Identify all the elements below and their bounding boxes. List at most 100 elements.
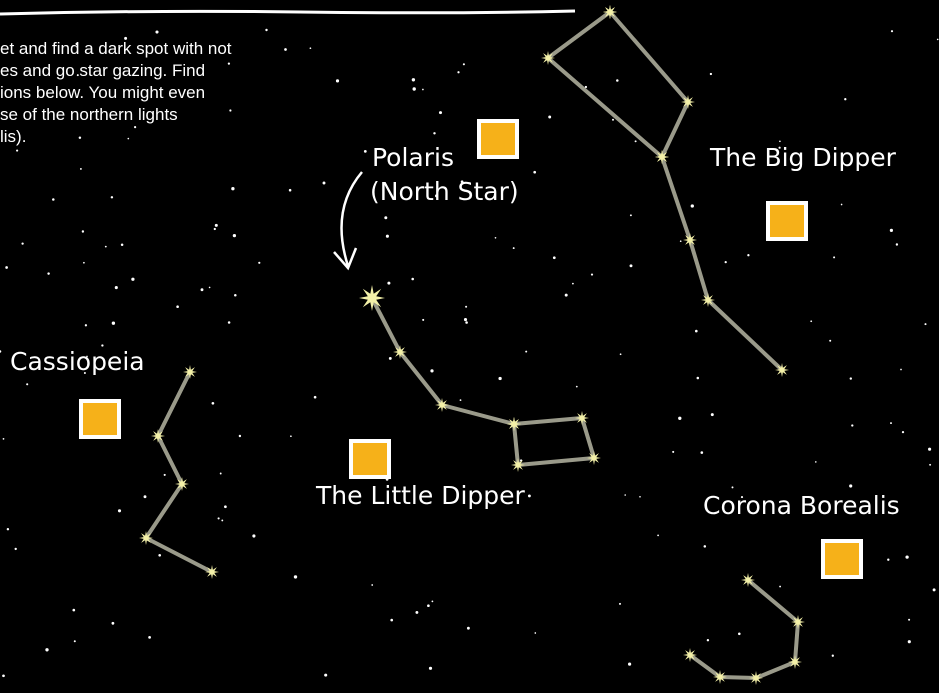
checkbox[interactable] — [81, 401, 119, 437]
star-dot — [639, 496, 641, 498]
star-dot — [725, 261, 727, 263]
label: The Big Dipper — [709, 143, 897, 172]
star-dot — [121, 243, 124, 246]
star-dot — [218, 517, 220, 519]
star-dot — [695, 330, 698, 333]
star-dot — [384, 216, 387, 219]
star — [151, 429, 165, 443]
star-dot — [565, 294, 568, 297]
star-dot — [635, 140, 637, 142]
star — [175, 477, 189, 491]
star-dot — [79, 136, 81, 138]
star-dot — [228, 62, 230, 64]
star-dot — [678, 417, 681, 420]
star-dot — [841, 204, 843, 206]
star-dot — [844, 98, 846, 100]
star-dot — [933, 588, 936, 591]
star-dot — [896, 243, 898, 245]
star-dot — [937, 39, 939, 41]
checkbox[interactable] — [351, 441, 389, 477]
star-dot — [221, 519, 223, 521]
star-dot — [701, 451, 704, 454]
star-dot — [389, 357, 392, 360]
star-dot — [850, 377, 852, 379]
star-dot — [371, 584, 373, 586]
star-dot — [215, 224, 218, 227]
star-dot — [924, 323, 926, 325]
star — [541, 51, 555, 65]
checkbox[interactable] — [768, 203, 806, 239]
intro-line: ions below. You might even — [0, 83, 205, 102]
star-dot — [111, 196, 113, 198]
star-dot — [294, 575, 297, 578]
star-dot — [26, 383, 28, 385]
star-dot — [7, 528, 9, 530]
label: Cassiopeia — [10, 347, 145, 376]
star-dot — [691, 204, 694, 207]
star-dot — [430, 369, 433, 372]
star — [359, 285, 385, 311]
star — [681, 95, 695, 109]
star-dot — [176, 305, 179, 308]
star-dot — [619, 603, 621, 605]
star-dot — [209, 287, 211, 289]
star-dot — [464, 318, 467, 321]
star-dot — [212, 402, 215, 405]
star-dot — [422, 89, 424, 91]
star-dot — [429, 667, 432, 670]
star-dot — [265, 29, 267, 31]
star-dot — [72, 609, 75, 612]
star-dot — [83, 262, 85, 264]
star-dot — [74, 640, 76, 642]
star-dot — [324, 674, 327, 677]
star — [603, 5, 617, 19]
star-dot — [229, 109, 231, 111]
star-dot — [624, 494, 626, 496]
star — [575, 411, 589, 425]
star-dot — [411, 278, 414, 281]
intro-line: lis). — [0, 127, 26, 146]
star-dot — [16, 150, 18, 152]
star — [205, 565, 219, 579]
star-dot — [548, 116, 551, 119]
star-dot — [890, 422, 892, 424]
star-dot — [158, 554, 161, 557]
star-dot — [779, 586, 781, 588]
star-dot — [533, 171, 536, 174]
star-dot — [833, 256, 835, 258]
star-dot — [284, 48, 287, 51]
star-dot — [680, 240, 682, 242]
star-dot — [553, 256, 556, 259]
star-dot — [258, 262, 260, 264]
star-dot — [710, 73, 712, 75]
star-dot — [572, 283, 574, 285]
star-dot — [231, 187, 234, 190]
star-dot — [80, 168, 82, 170]
star-dot — [707, 639, 709, 641]
star-dot — [115, 286, 118, 289]
star-dot — [929, 464, 931, 466]
star-dot — [112, 322, 115, 325]
star-dot — [3, 438, 5, 440]
star-dot — [289, 189, 292, 192]
star-dot — [224, 505, 227, 508]
star-dot — [457, 71, 459, 73]
star-dot — [467, 627, 470, 630]
star-dot — [290, 435, 292, 437]
star-dot — [422, 319, 424, 321]
star — [683, 648, 697, 662]
star-dot — [85, 324, 87, 326]
checkbox[interactable] — [479, 121, 517, 157]
star-dot — [711, 413, 714, 416]
star-dot — [525, 351, 527, 353]
star-dot — [616, 79, 619, 82]
star-dot — [2, 674, 5, 677]
star-dot — [21, 242, 23, 244]
star — [393, 345, 407, 359]
star-dot — [252, 534, 255, 537]
star-dot — [498, 377, 501, 380]
star-dot — [239, 435, 241, 437]
star-dot — [314, 396, 317, 399]
star-dot — [465, 306, 467, 308]
checkbox[interactable] — [823, 541, 861, 577]
